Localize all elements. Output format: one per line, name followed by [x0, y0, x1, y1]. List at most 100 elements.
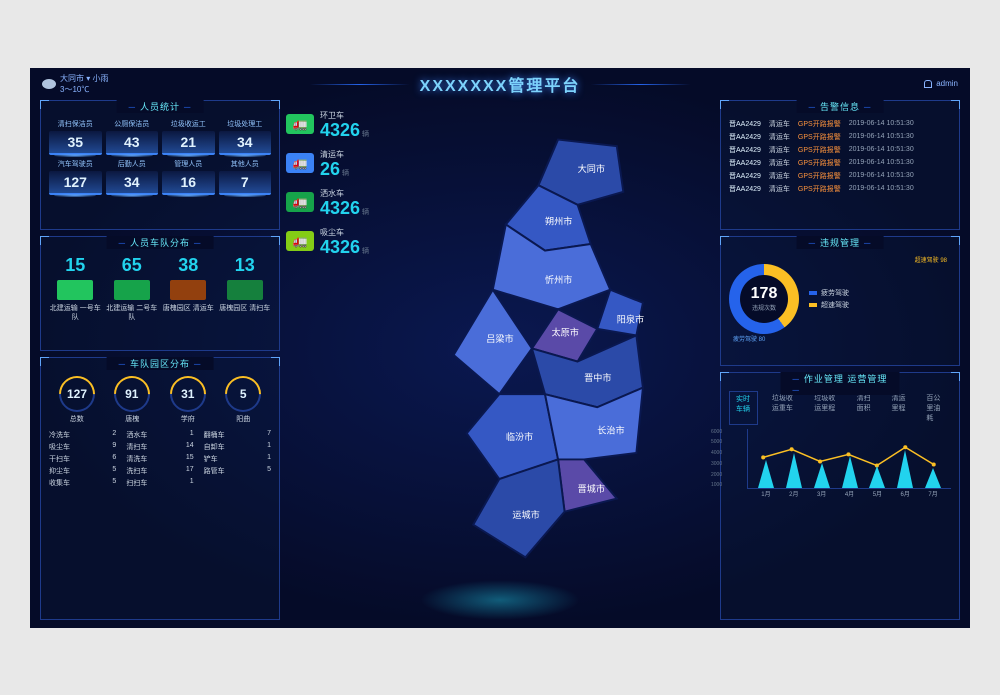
- alert-msg: GPS开路报警: [798, 132, 841, 142]
- fleet-count: 13: [219, 255, 272, 276]
- truck-icon: [57, 280, 93, 300]
- alert-time: 2019-06-14 10:51:30: [849, 120, 914, 127]
- user-info[interactable]: admin: [924, 79, 958, 88]
- fleet-item[interactable]: 38唐槐园区 清运车: [162, 255, 215, 322]
- stat-label: 垃圾收运工: [162, 119, 215, 129]
- tab[interactable]: 垃圾收运重车: [766, 391, 800, 425]
- header: 大同市 ▾ 小雨 3～10℃ XXXXXXX管理平台 admin: [30, 68, 970, 100]
- list-item: 翻桶车7: [204, 430, 271, 440]
- vehicle-unit: 辆: [342, 170, 349, 177]
- weather-widget[interactable]: 大同市 ▾ 小雨 3～10℃: [42, 73, 108, 95]
- vehicle-icon: 🚛: [286, 231, 314, 251]
- stat-item: 垃圾处理工34: [219, 119, 272, 155]
- panel-title: 人员统计: [117, 100, 204, 113]
- triangle-bar: [842, 456, 858, 488]
- alert-msg: GPS开路报警: [798, 171, 841, 181]
- alert-plate: 晋AA2429: [729, 145, 761, 155]
- alert-plate: 晋AA2429: [729, 132, 761, 142]
- panel-title: 告警信息: [797, 100, 884, 113]
- gauge: 31学府: [170, 376, 206, 424]
- alert-row[interactable]: 晋AA2429清运车GPS开路报警2019-06-14 10:51:30: [729, 158, 951, 168]
- stat-label: 汽车驾驶员: [49, 159, 102, 169]
- stat-value: 34: [219, 131, 272, 155]
- list-item: 洗扫车17: [126, 466, 193, 476]
- fleet-count: 15: [49, 255, 102, 276]
- alert-type: 清运车: [769, 184, 790, 194]
- username: admin: [936, 79, 958, 88]
- alert-row[interactable]: 晋AA2429清运车GPS开路报警2019-06-14 10:51:30: [729, 132, 951, 142]
- alert-type: 清运车: [769, 145, 790, 155]
- gauge: 91唐槐: [114, 376, 150, 424]
- legend-dot: [809, 303, 817, 307]
- vehicle-stat: 🚛清运车26辆: [286, 149, 369, 178]
- list-item: 扫扫车1: [126, 478, 193, 488]
- bar: 7月: [919, 468, 947, 488]
- stat-item: 其他人员 7: [219, 159, 272, 195]
- tab[interactable]: 垃圾收运里程: [808, 391, 842, 425]
- ops-panel: 作业管理 运营管理 实时车辆垃圾收运重车垃圾收运里程清扫面积清运里程百公里油耗 …: [720, 372, 960, 620]
- fleet-name: 唐槐园区 清运车: [162, 304, 215, 313]
- region-map[interactable]: 大同市 朔州市 忻州市 阳泉市 太原市 吕梁市 晋中市 临汾市 长治市 晋城市 …: [376, 120, 714, 590]
- triangle-bar: [786, 453, 802, 488]
- alert-msg: GPS开路报警: [798, 158, 841, 168]
- alert-time: 2019-06-14 10:51:30: [849, 172, 914, 179]
- alert-msg: GPS开路报警: [798, 119, 841, 129]
- bar: 5月: [863, 466, 891, 488]
- x-label: 4月: [845, 489, 854, 498]
- tab[interactable]: 清扫面积: [851, 391, 878, 425]
- panel-title: 违规管理: [797, 236, 884, 249]
- list-item: 清洗车15: [126, 454, 193, 464]
- alert-row[interactable]: 晋AA2429清运车GPS开路报警2019-06-14 10:51:30: [729, 171, 951, 181]
- x-label: 5月: [873, 489, 882, 498]
- stat-value: 7: [219, 171, 272, 195]
- stat-item: 清扫保洁员 35: [49, 119, 102, 155]
- stat-item: 垃圾收运工21: [162, 119, 215, 155]
- alert-type: 清运车: [769, 119, 790, 129]
- list-item: 洒水车1: [126, 430, 193, 440]
- stat-label: 后勤人员: [106, 159, 159, 169]
- vehicle-count: 26: [320, 159, 340, 179]
- legend-label: 疲劳驾驶: [821, 288, 849, 298]
- stat-label: 其他人员: [219, 159, 272, 169]
- vehicle-icon: 🚛: [286, 114, 314, 134]
- list-item: 路管车5: [204, 466, 271, 476]
- vehicle-count: 4326: [320, 198, 360, 218]
- city-name: 大同市 ▾: [60, 74, 90, 83]
- vehicle-icon: 🚛: [286, 153, 314, 173]
- list-item: 收集车5: [49, 478, 116, 488]
- stat-item: 后勤人员34: [106, 159, 159, 195]
- cloud-icon: [42, 79, 56, 89]
- tab[interactable]: 清运里程: [885, 391, 912, 425]
- alert-row[interactable]: 晋AA2429清运车GPS开路报警2019-06-14 10:51:30: [729, 119, 951, 129]
- alerts-panel: 告警信息 晋AA2429清运车GPS开路报警2019-06-14 10:51:3…: [720, 100, 960, 230]
- x-label: 6月: [901, 489, 910, 498]
- gauge-circle: 5: [218, 368, 269, 419]
- truck-icon: [170, 280, 206, 300]
- truck-icon: [227, 280, 263, 300]
- dashboard: 大同市 ▾ 小雨 3～10℃ XXXXXXX管理平台 admin 人员统计 清扫…: [30, 68, 970, 628]
- violation-donut: 178 违规次数: [729, 264, 799, 334]
- vehicle-unit: 辆: [362, 209, 369, 216]
- weather-text: 小雨: [92, 74, 108, 83]
- stat-value: 35: [49, 131, 102, 155]
- list-item: 冷洗车2: [49, 430, 116, 440]
- alert-row[interactable]: 晋AA2429清运车GPS开路报警2019-06-14 10:51:30: [729, 184, 951, 194]
- fleet-item[interactable]: 65北建运输 二号车队: [106, 255, 159, 322]
- violation-label: 违规次数: [751, 303, 778, 312]
- alert-time: 2019-06-14 10:51:30: [849, 185, 914, 192]
- stat-label: 清扫保洁员: [49, 119, 102, 129]
- fleet-item[interactable]: 15北建运输 一号车队: [49, 255, 102, 322]
- alert-time: 2019-06-14 10:51:30: [849, 159, 914, 166]
- page-title: XXXXXXX管理平台: [420, 72, 581, 96]
- alert-row[interactable]: 晋AA2429清运车GPS开路报警2019-06-14 10:51:30: [729, 145, 951, 155]
- tab[interactable]: 百公里油耗: [920, 391, 951, 425]
- tab[interactable]: 实时车辆: [729, 391, 758, 425]
- temperature: 3～10℃: [60, 84, 108, 95]
- fleet-item[interactable]: 13唐槐园区 清扫车: [219, 255, 272, 322]
- personnel-panel: 人员统计 清扫保洁员35公厕保洁员43垃圾收运工21垃圾处理工34汽车驾驶员12…: [40, 100, 280, 230]
- alert-msg: GPS开路报警: [798, 145, 841, 155]
- panel-title: 人员车队分布: [107, 236, 214, 249]
- vehicle-icon: 🚛: [286, 192, 314, 212]
- list-item: [204, 478, 271, 488]
- alert-time: 2019-06-14 10:51:30: [849, 133, 914, 140]
